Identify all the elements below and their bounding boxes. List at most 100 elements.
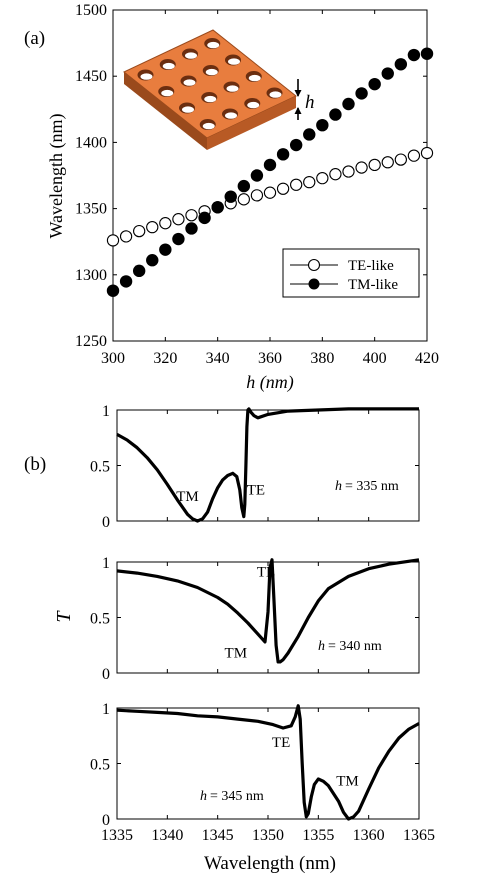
slab-hole-through <box>207 41 220 49</box>
tm-like-point <box>159 243 172 256</box>
te-like-point <box>263 186 277 199</box>
annotation-value-b2: = 340 nm <box>328 639 382 654</box>
te-like-point <box>355 161 368 174</box>
tm-like-point <box>132 264 146 278</box>
slab-hole-through <box>140 73 153 80</box>
x-tick-label-b: 1365 <box>403 827 435 844</box>
slab-hole-through <box>162 62 175 70</box>
y-tick-label-a: 1300 <box>75 267 107 284</box>
slab-hole-through <box>183 79 196 86</box>
annotation-h-b1: h <box>335 479 342 494</box>
tm-like-point <box>394 58 408 71</box>
x-tick-label-b: 1335 <box>101 827 133 844</box>
slab-hole-through <box>185 52 197 59</box>
te-like-point <box>146 220 159 234</box>
tm-like-point <box>263 158 277 172</box>
tm-like-point <box>342 97 355 111</box>
tm-like-point <box>407 48 421 62</box>
ticks-b2: 00.51 <box>90 555 420 683</box>
thickness-annotation-b3: h = 345 nm <box>200 789 264 804</box>
te-like-point <box>303 175 316 189</box>
series-te-like <box>106 146 434 247</box>
te-like-point <box>172 213 185 226</box>
te-like-point <box>368 158 381 172</box>
slab-hole-through <box>269 91 282 98</box>
y-tick-label-b: 0 <box>102 812 110 829</box>
te-like-point <box>407 149 421 162</box>
panel-label-a: (a) <box>24 28 45 49</box>
mode-label-tm: TM <box>225 645 248 661</box>
x-tick-label-a: 300 <box>101 350 125 367</box>
slab-hole-through <box>204 95 217 103</box>
x-axis-label-a: h (nm) <box>246 372 294 393</box>
annotation-h-b3: h <box>200 789 207 804</box>
x-axis-label-b: Wavelength (nm) <box>204 853 336 874</box>
mode-label-te: TE <box>257 564 275 580</box>
tm-like-point <box>329 108 342 121</box>
x-tick-label-a: 320 <box>153 350 177 367</box>
legend: TE-like TM-like <box>282 248 420 298</box>
transmission-line-b2 <box>116 558 420 664</box>
x-tick-label-a: 420 <box>415 350 439 367</box>
arrow-head-down <box>294 90 302 97</box>
mode-labels-b1: TM TE <box>176 482 265 505</box>
y-axis-label-b: T <box>53 610 75 623</box>
ticks-b3: 00.51 <box>90 701 420 829</box>
mode-labels-b2: TE TM <box>225 564 276 661</box>
y-tick-label-b: 0.5 <box>90 611 110 628</box>
legend-label-tm: TM-like <box>348 277 398 293</box>
te-like-point <box>119 230 133 243</box>
tm-like-point <box>146 254 159 267</box>
tm-like-point <box>289 138 303 152</box>
slab-hole-through <box>182 106 194 113</box>
y-axis-label-a: Wavelength (nm) <box>46 113 67 238</box>
x-tick-labels-b: 1335 1340 1345 1350 1355 1360 1365 <box>101 827 435 844</box>
y-tick-label-b: 1 <box>102 403 110 420</box>
slab-hole-through <box>228 58 240 65</box>
x-tick-label-a: 340 <box>206 350 230 367</box>
legend-marker-te <box>307 258 321 272</box>
transmission-line-b1 <box>116 407 419 523</box>
te-like-point <box>394 153 407 166</box>
mode-label-tm: TM <box>336 774 359 790</box>
tm-like-point <box>303 128 316 141</box>
mode-label-te: TE <box>247 482 265 498</box>
legend-label-te: TE-like <box>348 258 394 274</box>
slab-hole-through <box>247 101 260 109</box>
tick-labels-a: 300 320 340 360 380 400 420 1250 1300 1350 1400 145… <box>75 2 439 367</box>
mode-label-tm: TM <box>176 489 199 505</box>
x-tick-label-b: 1350 <box>252 827 284 844</box>
slab-hole-through <box>225 112 237 119</box>
tm-like-point <box>237 179 251 193</box>
te-like-point <box>316 171 329 185</box>
dispersion-chart: 300 320 340 360 380 400 420 1250 1300 1350 1400 145… <box>46 2 439 393</box>
y-tick-label-b: 0 <box>102 666 110 683</box>
te-like-point <box>185 209 198 222</box>
annotation-h-b2: h <box>318 639 325 654</box>
te-like-point <box>342 165 355 178</box>
thickness-annotation-b1: h = 335 nm <box>335 479 399 494</box>
slab-hole-through <box>248 74 261 82</box>
te-like-point <box>133 224 146 238</box>
plot-frame-b1 <box>116 409 420 522</box>
tm-like-point <box>420 47 434 60</box>
tm-like-point <box>368 77 381 91</box>
ticks-a <box>112 9 428 342</box>
tm-like-point <box>119 275 133 288</box>
tm-like-point <box>185 222 198 235</box>
spectrum-h335: 00.51 TM TE h = 335 nm <box>90 403 420 531</box>
slab-hole-through <box>161 89 174 97</box>
thickness-annotation-b2: h = 340 nm <box>318 639 382 654</box>
y-tick-label-b: 1 <box>102 701 110 718</box>
annotation-value-b3: = 345 nm <box>210 789 264 804</box>
te-like-point <box>159 217 172 230</box>
te-like-point <box>250 189 264 202</box>
legend-marker-tm <box>308 278 320 290</box>
x-tick-label-a: 360 <box>258 350 282 367</box>
y-tick-label-a: 1450 <box>75 68 107 85</box>
slab-side <box>207 96 296 150</box>
x-tick-label-b: 1340 <box>151 827 183 844</box>
x-tick-label-b: 1360 <box>353 827 385 844</box>
